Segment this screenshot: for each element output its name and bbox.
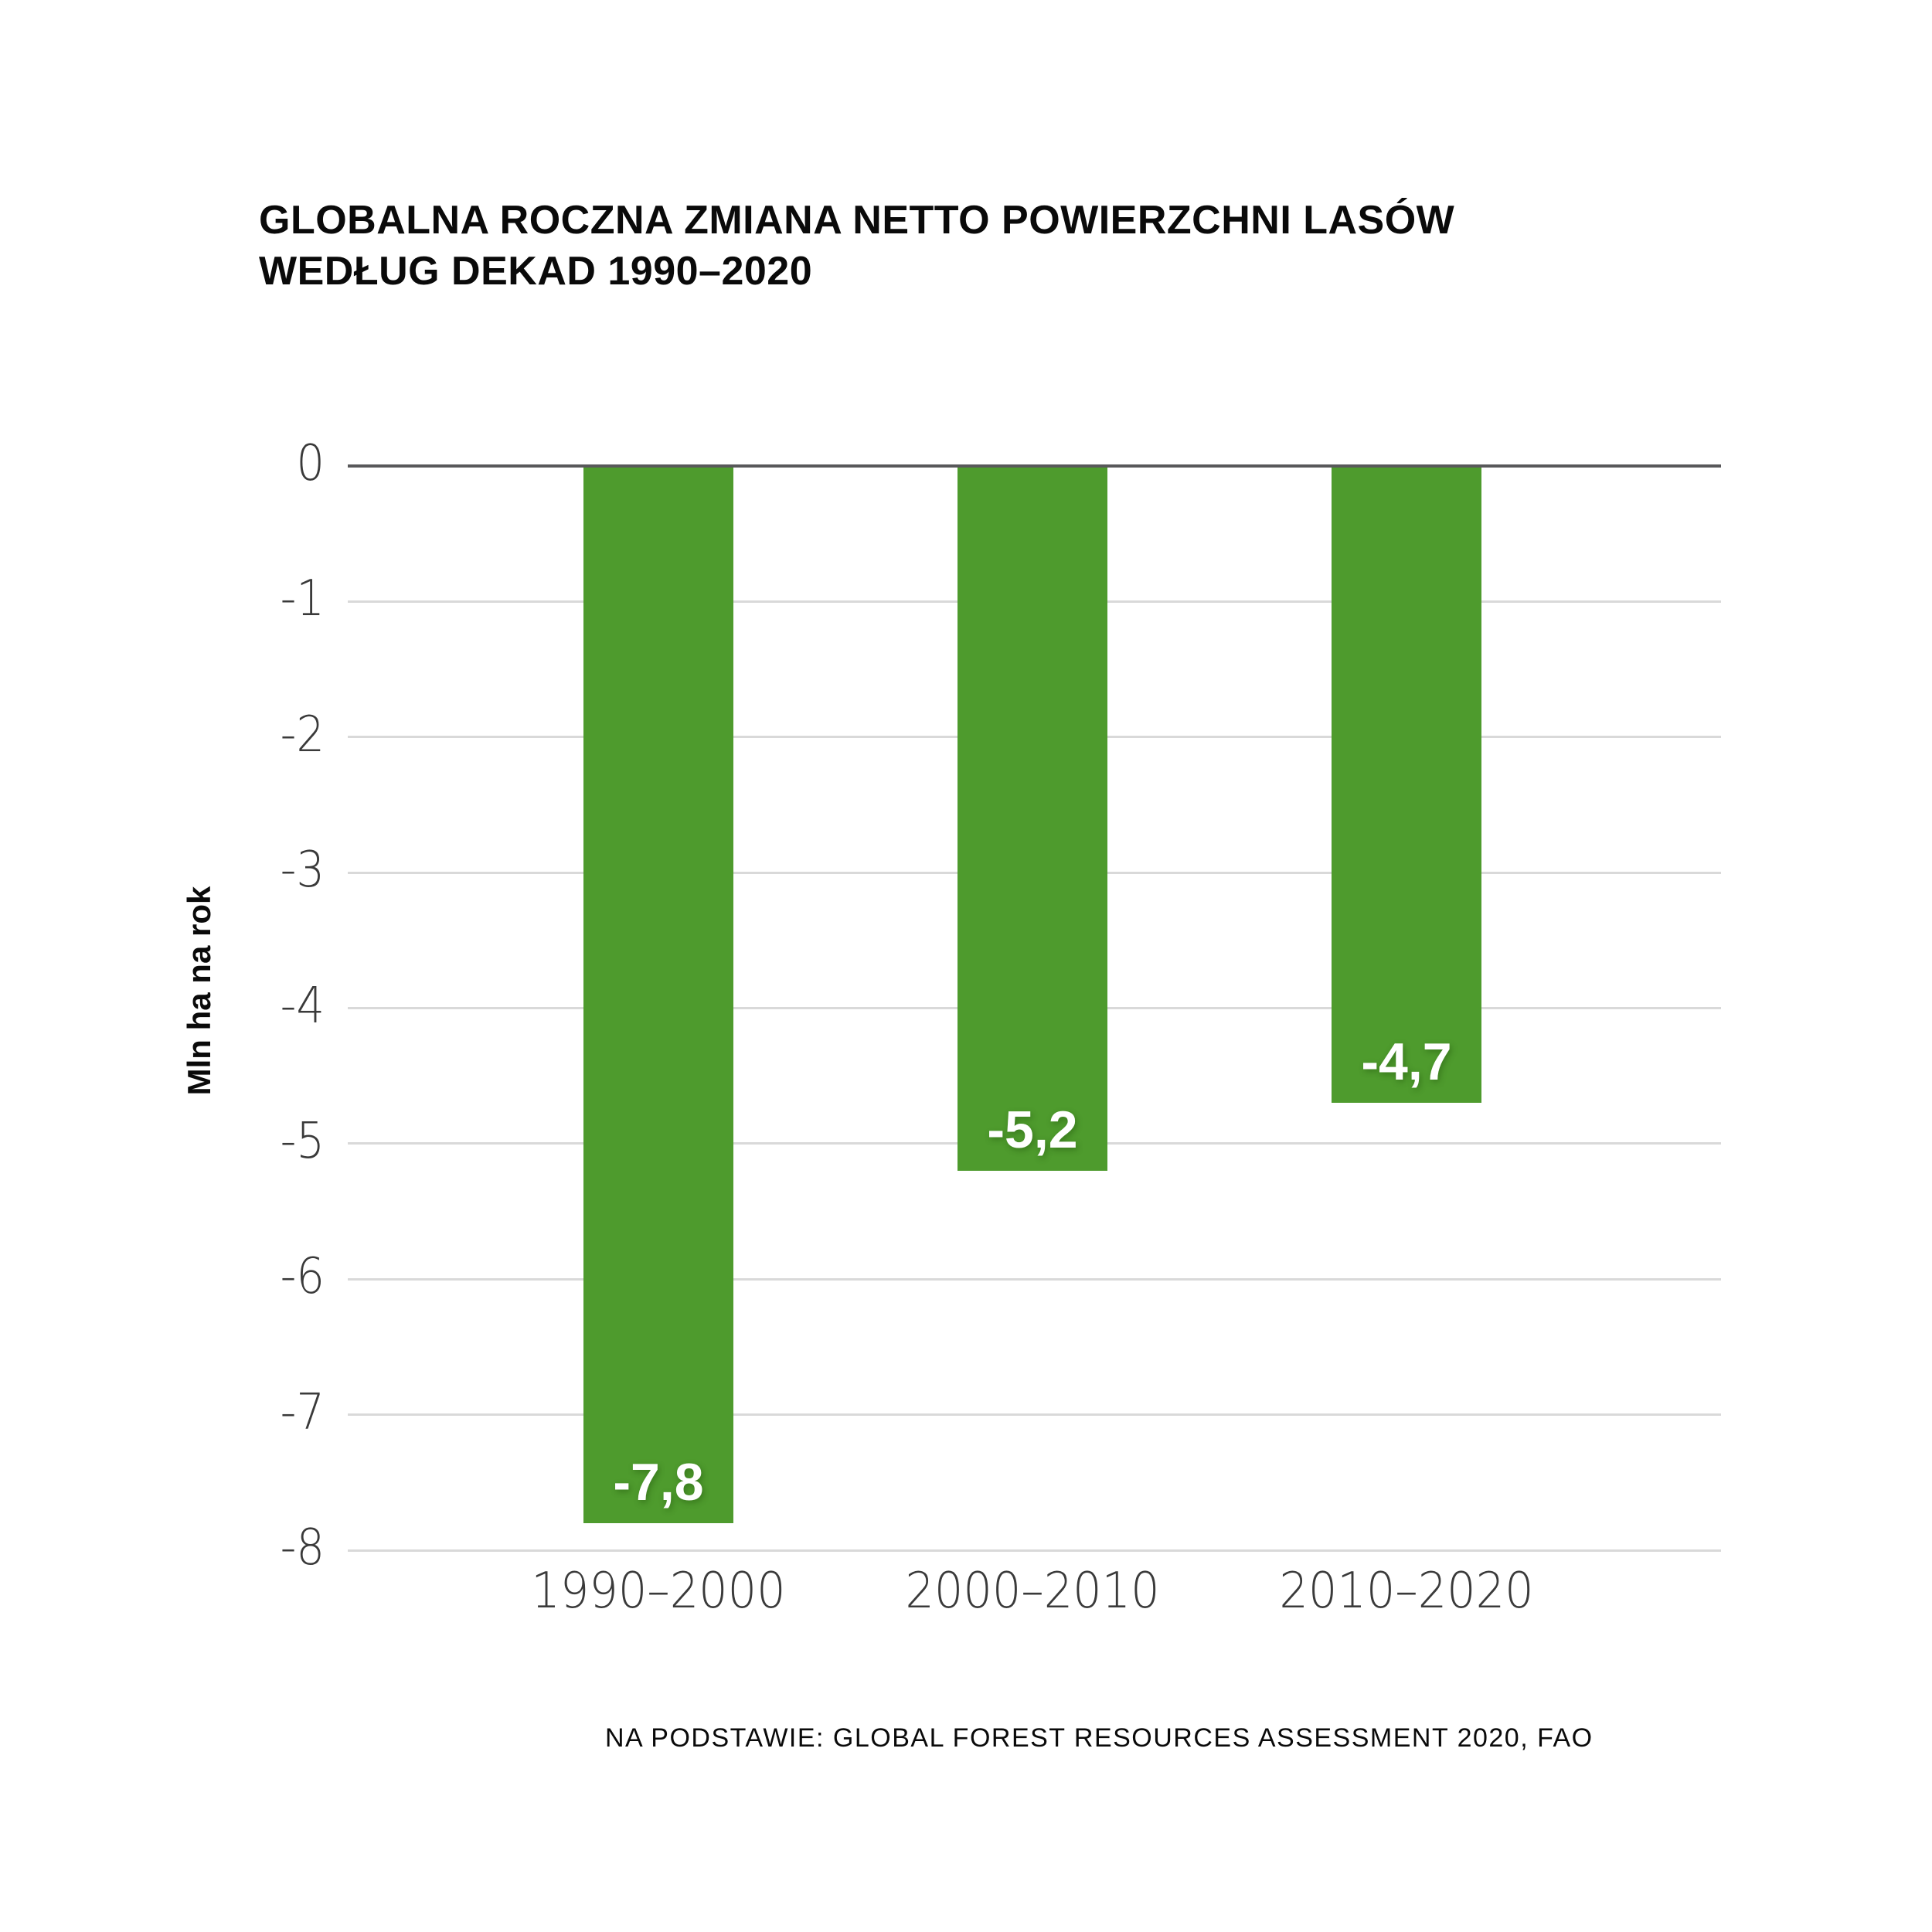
- y-tick-label-0: 0: [296, 435, 325, 493]
- x-tick-label-1990–2000: 1990–2000: [531, 1563, 786, 1620]
- y-tick-label--2: -2: [280, 706, 325, 764]
- bar-2010–2020: -4,7: [1332, 466, 1481, 1104]
- chart-title-line-1: GLOBALNA ROCZNA ZMIANA NETTO POWIERZCHNI…: [259, 198, 1455, 243]
- chart-title: GLOBALNA ROCZNA ZMIANA NETTO POWIERZCHNI…: [259, 195, 1454, 297]
- y-tick-label--5: -5: [280, 1112, 325, 1170]
- x-tick-label-2000–2010: 2000–2010: [905, 1563, 1160, 1620]
- source-note: NA PODSTAWIE: GLOBAL FOREST RESOURCES AS…: [605, 1723, 1594, 1753]
- chart-title-line-2: WEDŁUG DEKAD 1990–2020: [259, 249, 813, 294]
- gridline-y--6: [348, 1277, 1721, 1281]
- y-tick-label--7: -7: [280, 1383, 325, 1441]
- bar-value-label-1990–2000: -7,8: [613, 1452, 704, 1512]
- x-tick-label-2010–2020: 2010–2020: [1279, 1563, 1534, 1620]
- bar-value-label-2000–2010: -5,2: [987, 1100, 1078, 1159]
- bar-2000–2010: -5,2: [957, 466, 1107, 1171]
- y-tick-label--3: -3: [280, 842, 325, 900]
- bar-value-label-2010–2020: -4,7: [1361, 1032, 1452, 1092]
- zero-axis-line: [348, 464, 1721, 468]
- y-axis-title: Mln ha na rok: [181, 886, 217, 1096]
- gridline-y--8: [348, 1549, 1721, 1552]
- y-tick-label--1: -1: [280, 570, 325, 628]
- gridline-y--7: [348, 1413, 1721, 1417]
- y-tick-label--6: -6: [280, 1248, 325, 1306]
- y-tick-label--8: -8: [280, 1519, 325, 1577]
- y-tick-label--4: -4: [280, 977, 325, 1035]
- bar-1990–2000: -7,8: [583, 466, 733, 1523]
- plot-area: 0 -1 -2 -3 -4 -5 -6 -7 -8 -7,8 1990–2000 -5,2 2000–2…: [281, 435, 1721, 1620]
